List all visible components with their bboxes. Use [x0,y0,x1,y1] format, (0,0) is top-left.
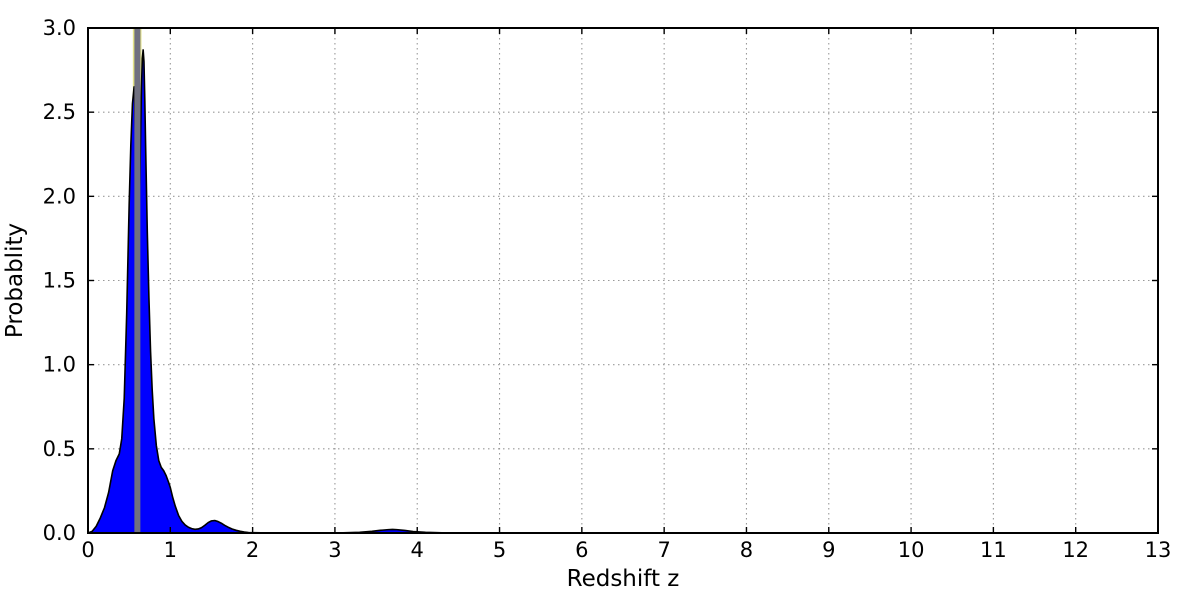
tick-marks [87,27,1159,534]
x-tick-label: 1 [164,538,177,562]
x-tick-label: 3 [328,538,341,562]
x-tick-label: 9 [822,538,835,562]
y-tick-label: 0.5 [43,437,76,461]
x-tick-label: 5 [493,538,506,562]
y-axis-title: Probablity [2,223,28,338]
y-tick-label: 0.0 [43,521,76,545]
x-tick-label: 12 [1062,538,1089,562]
x-tick-label: 4 [411,538,424,562]
x-tick-label: 11 [980,538,1007,562]
gridlines [88,28,1158,533]
x-tick-label: 6 [575,538,588,562]
x-tick-labels: 0 1 2 3 4 5 6 7 8 9 10 11 12 13 [81,538,1171,562]
probability-curve [87,49,1158,534]
x-tick-label: 8 [740,538,753,562]
y-tick-label: 2.0 [43,184,76,208]
x-tick-label: 7 [657,538,670,562]
x-axis-title: Redshift z [567,566,680,592]
x-tick-label: 0 [81,538,94,562]
x-tick-label: 13 [1145,538,1172,562]
y-tick-label: 3.0 [43,16,76,40]
y-tick-label: 1.5 [43,269,76,293]
y-tick-labels: 0.0 0.5 1.0 1.5 2.0 2.5 3.0 [43,16,76,545]
x-tick-label: 2 [246,538,259,562]
y-tick-label: 1.0 [43,353,76,377]
y-tick-label: 2.5 [43,100,76,124]
x-tick-label: 10 [898,538,925,562]
